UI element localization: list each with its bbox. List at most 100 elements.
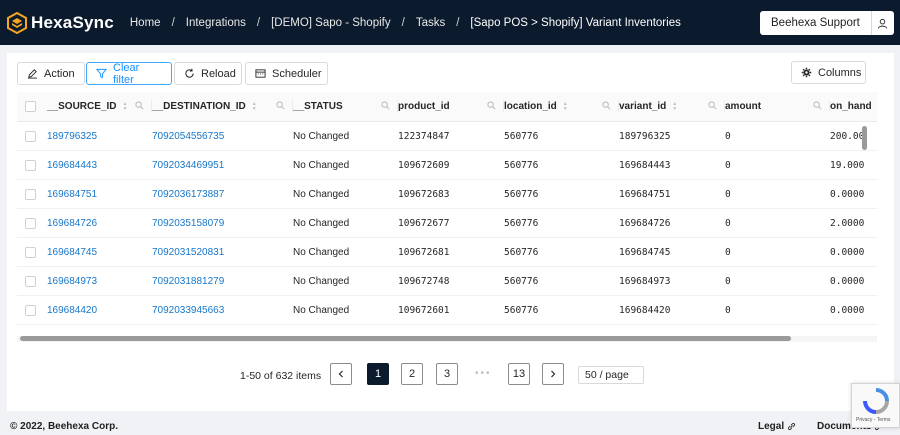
search-icon[interactable]: [487, 101, 496, 110]
reload-icon: [185, 68, 194, 78]
row-checkbox[interactable]: [25, 159, 36, 171]
table-row[interactable]: 169684443 7092034469951 No Changed 10967260…: [17, 150, 877, 180]
sort-icon[interactable]: ▲ ▼: [562, 100, 568, 112]
search-icon[interactable]: [135, 101, 144, 110]
row-checkbox[interactable]: [25, 246, 36, 258]
source-id-link[interactable]: 169684751: [47, 179, 152, 209]
reload-button[interactable]: Reload: [174, 62, 242, 85]
source-id-link[interactable]: 189796325: [47, 121, 152, 151]
vertical-scrollbar[interactable]: [862, 126, 867, 150]
sort-icon[interactable]: ▲ ▼: [122, 100, 128, 112]
support-button[interactable]: Beehexa Support: [760, 11, 871, 35]
column-header[interactable]: variant_id ▲ ▼: [619, 92, 725, 122]
table-cell-variant-id: 189796325: [619, 121, 725, 151]
recaptcha-icon: [863, 388, 889, 414]
search-icon[interactable]: [381, 101, 390, 110]
table-cell-amount: 0: [725, 121, 830, 151]
search-icon[interactable]: [276, 101, 285, 110]
scheduler-button[interactable]: Scheduler: [245, 62, 328, 85]
select-all-cell: [17, 92, 47, 122]
row-checkbox[interactable]: [25, 130, 36, 142]
table-header-row: __SOURCE_ID ▲ ▼ __DESTINATION_ID ▲ ▼ __STA…: [17, 92, 877, 122]
row-checkbox[interactable]: [25, 275, 36, 287]
columns-button[interactable]: Columns: [791, 61, 866, 84]
column-header[interactable]: __SOURCE_ID ▲ ▼: [47, 92, 152, 122]
column-header[interactable]: __DESTINATION_ID ▲ ▼: [152, 92, 293, 122]
table-cell-variant-id: 169684420: [619, 295, 725, 325]
source-id-link[interactable]: 169684745: [47, 237, 152, 267]
select-all-checkbox[interactable]: [25, 101, 36, 112]
hexasync-logo[interactable]: HexaSync: [7, 11, 114, 34]
row-select-cell: [17, 179, 47, 209]
recaptcha-badge[interactable]: Privacy - Terms: [851, 383, 900, 428]
legal-link[interactable]: Legal: [758, 421, 796, 432]
column-header[interactable]: __STATUS: [293, 92, 398, 122]
column-header[interactable]: location_id ▲ ▼: [504, 92, 619, 122]
search-icon[interactable]: [708, 101, 717, 110]
row-select-cell: [17, 237, 47, 267]
breadcrumb-separator: /: [401, 16, 405, 29]
search-icon[interactable]: [602, 101, 611, 110]
page-3-button[interactable]: 3: [436, 363, 458, 385]
source-id-link[interactable]: 169684443: [47, 150, 152, 180]
page-13-button[interactable]: 13: [508, 363, 530, 385]
user-menu-button[interactable]: [870, 11, 894, 35]
reload-label: Reload: [201, 67, 236, 80]
column-header[interactable]: product_id: [398, 92, 504, 122]
horizontal-scrollbar[interactable]: [20, 336, 791, 341]
breadcrumb-current-task: [Sapo POS > Shopify] Variant Inventories: [470, 16, 681, 29]
page-size-select[interactable]: 50 / page: [578, 366, 644, 384]
table-row[interactable]: 189796325 7092054556735 No Changed 12237484…: [17, 121, 877, 151]
table-cell-location-id: 560776: [504, 266, 619, 296]
breadcrumb-integration[interactable]: [DEMO] Sapo - Shopify: [271, 16, 391, 29]
column-header[interactable]: amount: [725, 92, 830, 122]
page-1-button[interactable]: 1: [367, 363, 389, 385]
gear-icon: [801, 67, 812, 78]
filter-icon: [96, 68, 107, 79]
source-id-link[interactable]: 169684420: [47, 295, 152, 325]
table-row[interactable]: 169684420 7092033945663 No Changed 10967260…: [17, 295, 877, 325]
clear-filter-button[interactable]: Clear filter: [86, 62, 172, 86]
table-cell-status: No Changed: [293, 208, 398, 238]
destination-id-link[interactable]: 7092033945663: [152, 295, 293, 325]
search-icon[interactable]: [813, 101, 822, 110]
breadcrumb-tasks[interactable]: Tasks: [415, 16, 446, 29]
destination-id-link[interactable]: 7092035158079: [152, 208, 293, 238]
table-row[interactable]: 169684973 7092031881279 No Changed 10967274…: [17, 266, 877, 296]
table-cell-on-hand: 0.0000: [830, 266, 877, 296]
table-row[interactable]: 169684745 7092031520831 No Changed 10967268…: [17, 237, 877, 267]
user-icon: [878, 18, 888, 29]
destination-id-link[interactable]: 7092031520831: [152, 237, 293, 267]
destination-id-link[interactable]: 7092054556735: [152, 121, 293, 151]
action-button[interactable]: Action: [17, 62, 85, 85]
prev-page-button[interactable]: [330, 363, 352, 385]
sort-icon[interactable]: ▲ ▼: [251, 100, 257, 112]
pagination-ellipsis[interactable]: •••: [475, 368, 492, 379]
column-header[interactable]: on_hand: [830, 92, 877, 122]
copyright-text: © 2022, Beehexa Corp.: [10, 421, 118, 432]
destination-id-link[interactable]: 7092036173887: [152, 179, 293, 209]
table-cell-status: No Changed: [293, 295, 398, 325]
next-page-button[interactable]: [542, 363, 564, 385]
row-checkbox[interactable]: [25, 188, 36, 200]
destination-id-link[interactable]: 7092031881279: [152, 266, 293, 296]
table-row[interactable]: 169684726 7092035158079 No Changed 10967267…: [17, 208, 877, 238]
table-row[interactable]: 169684751 7092036173887 No Changed 10967268…: [17, 179, 877, 209]
row-checkbox[interactable]: [25, 304, 36, 316]
column-title: on_hand: [830, 101, 872, 112]
sort-icon[interactable]: ▲ ▼: [672, 100, 678, 112]
breadcrumb-home[interactable]: Home: [129, 16, 161, 29]
table-cell-on-hand: 19.000: [830, 150, 877, 180]
column-title: __SOURCE_ID: [47, 101, 117, 112]
table-cell-variant-id: 169684751: [619, 179, 725, 209]
source-id-link[interactable]: 169684726: [47, 208, 152, 238]
column-title: product_id: [398, 101, 450, 112]
row-checkbox[interactable]: [25, 217, 36, 229]
destination-id-link[interactable]: 7092034469951: [152, 150, 293, 180]
hexagon-logo-icon: [7, 11, 27, 34]
top-header: HexaSync Home / Integrations / [DEMO] Sa…: [0, 0, 900, 45]
breadcrumb-integrations[interactable]: Integrations: [185, 16, 246, 29]
page-2-button[interactable]: 2: [401, 363, 423, 385]
source-id-link[interactable]: 169684973: [47, 266, 152, 296]
calendar-icon: [255, 69, 266, 78]
